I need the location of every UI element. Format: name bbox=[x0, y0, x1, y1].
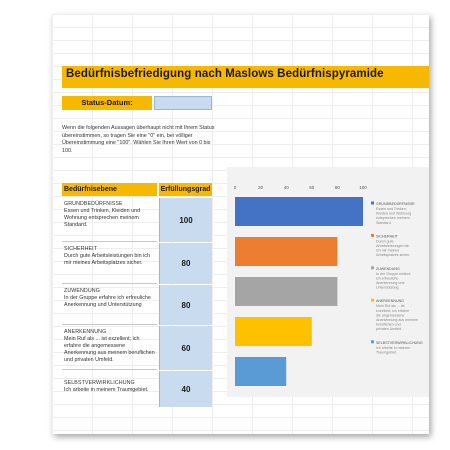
row-desc: Durch gute Arbeitsleistungen bin ich mir… bbox=[64, 253, 151, 266]
legend-desc-line: exzellent; ich erfahre bbox=[376, 309, 409, 313]
table-row: ANERKENNUNG Mein Ruf als ... ist exzelle… bbox=[62, 326, 212, 370]
legend-desc-line: Arbeitsplatzes sicher. bbox=[376, 253, 410, 257]
legend-desc-line: In der Gruppe erfahre bbox=[376, 272, 411, 276]
row-value-cell[interactable]: 80 bbox=[159, 243, 212, 284]
bar bbox=[235, 237, 338, 266]
legend-desc-line: Anerkennung aus meinem bbox=[376, 318, 418, 322]
legend-desc-line: Essen und Trinken, bbox=[376, 207, 407, 211]
title-bar: Bedürfnisbefriedigung nach Maslows Bedür… bbox=[62, 66, 429, 88]
x-tick-label: 40 bbox=[284, 185, 290, 190]
legend-desc-line: Kleiden und Wohnung bbox=[376, 212, 411, 216]
row-name: SELBSTVERWIRKLICHUNG bbox=[64, 380, 135, 386]
legend-desc-line: Arbeitsleistungen bin bbox=[376, 244, 409, 248]
legend-desc-line: Traumgebiet. bbox=[376, 350, 397, 354]
row-text: ZUWENDUNG In der Gruppe erfahre ich erfr… bbox=[64, 288, 156, 309]
row-desc: In der Gruppe erfahre ich erfreuliche An… bbox=[64, 295, 151, 308]
header-level: Bedürfnisebene bbox=[62, 183, 157, 196]
header-degree: Erfüllungsgrad bbox=[159, 183, 212, 196]
bar bbox=[235, 277, 338, 306]
row-value-cell[interactable]: 100 bbox=[159, 198, 212, 242]
legend-desc-line: Standard. bbox=[376, 221, 392, 225]
row-value-cell[interactable]: 60 bbox=[159, 326, 212, 370]
table-row: GRUNDBEDÜRFNISSE Essen und Trinken, Klei… bbox=[62, 198, 212, 242]
row-text: GRUNDBEDÜRFNISSE Essen und Trinken, Klei… bbox=[64, 201, 156, 229]
worksheet: Bedürfnisbefriedigung nach Maslows Bedür… bbox=[52, 14, 429, 434]
legend-desc-line: Mein Ruf als ... ist bbox=[376, 304, 405, 308]
bar bbox=[235, 197, 363, 226]
x-tick-label: 0 bbox=[234, 185, 237, 190]
x-tick-label: 80 bbox=[335, 185, 341, 190]
legend-desc-line: ich erfreuliche bbox=[376, 276, 398, 280]
row-name: ZUWENDUNG bbox=[64, 288, 100, 294]
legend-desc-line: die angemessene bbox=[376, 313, 404, 317]
table-row: ZUWENDUNG In der Gruppe erfahre ich erfr… bbox=[62, 285, 212, 325]
legend-label: ZUWENDUNG bbox=[376, 267, 400, 271]
legend-swatch bbox=[371, 298, 374, 302]
instructions-text: Wenn die folgenden Aussagen überhaupt ni… bbox=[62, 125, 215, 154]
status-date-input[interactable] bbox=[154, 96, 212, 110]
legend-swatch bbox=[371, 201, 374, 205]
legend-label: SELBSTVERWIRKLICHUNG bbox=[376, 341, 423, 345]
legend-desc-line: ich mir meines bbox=[376, 249, 399, 253]
legend-desc-line: Durch gute bbox=[376, 239, 394, 243]
bar bbox=[235, 317, 312, 346]
x-tick-label: 100 bbox=[359, 185, 367, 190]
legend-desc-line: entsprechen meinem bbox=[376, 216, 410, 220]
x-tick-label: 60 bbox=[309, 185, 315, 190]
bar bbox=[235, 357, 287, 386]
legend-swatch bbox=[371, 266, 374, 270]
legend-desc-line: Anerkennung und bbox=[376, 281, 404, 285]
row-divider bbox=[62, 283, 157, 284]
row-desc: Mein Ruf als ... ist exzellent; ich erfa… bbox=[64, 336, 155, 363]
row-value-cell[interactable]: 40 bbox=[159, 371, 212, 407]
legend-swatch bbox=[371, 340, 374, 344]
legend-desc-line: beruflichen und bbox=[376, 323, 401, 327]
legend-label: ANERKENNUNG bbox=[376, 299, 404, 303]
row-desc: Essen und Trinken, Kleiden und Wohnung e… bbox=[64, 208, 141, 228]
legend-desc-line: Ich arbeite in meinem bbox=[376, 346, 410, 350]
legend-desc-line: Unterstützung. bbox=[376, 286, 399, 290]
row-value-cell[interactable]: 80 bbox=[159, 285, 212, 325]
row-desc: Ich arbeite in meinem Traumgebiet. bbox=[64, 387, 149, 393]
table-row: SELBSTVERWIRKLICHUNG Ich arbeite in mein… bbox=[62, 371, 212, 407]
row-name: ANERKENNUNG bbox=[64, 329, 107, 335]
row-divider bbox=[62, 241, 157, 242]
legend-desc-line: privaten Umfeld. bbox=[376, 327, 402, 331]
row-text: SICHERHEIT Durch gute Arbeitsleistungen … bbox=[64, 246, 156, 267]
table-row: SICHERHEIT Durch gute Arbeitsleistungen … bbox=[62, 243, 212, 284]
row-name: GRUNDBEDÜRFNISSE bbox=[64, 201, 123, 207]
x-tick-label: 20 bbox=[258, 185, 264, 190]
page-title: Bedürfnisbefriedigung nach Maslows Bedür… bbox=[66, 68, 384, 80]
row-text: ANERKENNUNG Mein Ruf als ... ist exzelle… bbox=[64, 329, 156, 364]
row-text: SELBSTVERWIRKLICHUNG Ich arbeite in mein… bbox=[64, 380, 156, 394]
chart-area: 0 20 40 60 80 100 GRUNDBEDÜRFNISSE Essen und Tr… bbox=[227, 167, 429, 397]
row-name: SICHERHEIT bbox=[64, 246, 98, 252]
legend-swatch bbox=[371, 233, 374, 237]
legend-label: SICHERHEIT bbox=[376, 234, 399, 238]
legend-label: GRUNDBEDÜRFNISSE bbox=[376, 202, 415, 206]
row-divider bbox=[62, 324, 157, 325]
status-date-label: Status-Datum: bbox=[62, 96, 152, 110]
row-divider bbox=[62, 369, 157, 370]
